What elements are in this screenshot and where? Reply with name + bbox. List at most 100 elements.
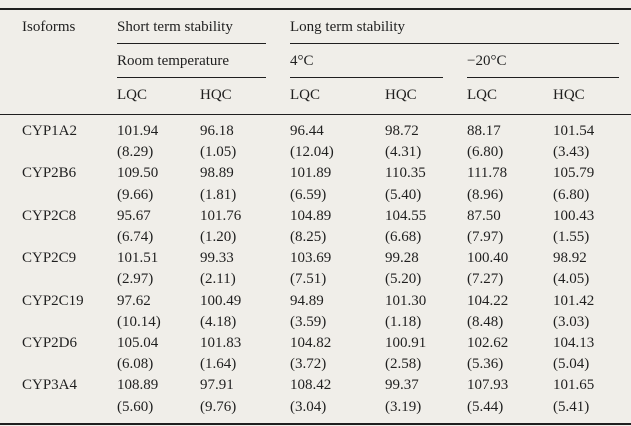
qc-header: LQC <box>467 78 554 115</box>
condition-header-4c-label: 4°C <box>290 44 444 78</box>
isoform-cell: CYP2C9 <box>22 250 77 267</box>
value-cell: 100.40 <box>467 250 509 267</box>
cv-cell: (8.29) <box>117 144 154 161</box>
cv-cell: (12.04) <box>290 144 334 161</box>
isoform-cell-empty <box>0 312 117 333</box>
table-row: CYP2C9 101.51 99.33 103.69 99.28 100.40 … <box>0 248 631 269</box>
stability-table: Isoforms Short term stability Long term … <box>0 8 631 425</box>
qc-header: HQC <box>553 78 631 115</box>
isoform-cell: CYP1A2 <box>22 123 78 139</box>
cv-cell: (6.59) <box>290 186 327 203</box>
cv-cell: (5.44) <box>467 398 504 415</box>
cv-cell: (2.97) <box>117 271 154 288</box>
value-cell: 98.89 <box>200 165 234 182</box>
value-cell: 96.18 <box>200 123 234 139</box>
value-cell: 87.50 <box>467 207 501 224</box>
value-cell: 104.89 <box>290 207 332 224</box>
qc-header: LQC <box>117 78 200 115</box>
cv-cell: (5.60) <box>117 398 154 415</box>
condition-header-minus-20c: −20°C <box>467 44 631 78</box>
value-cell: 101.94 <box>117 123 159 139</box>
cv-cell: (5.40) <box>385 186 422 203</box>
cv-cell: (4.18) <box>200 313 237 330</box>
cv-cell: (7.27) <box>467 271 504 288</box>
table-row: CYP2C19 97.62 100.49 94.89 101.30 104.22… <box>0 291 631 312</box>
table-row-cv: (6.74) (1.20) (8.25) (6.68) (7.97) (1.55… <box>0 227 631 248</box>
cv-cell: (1.20) <box>200 229 237 246</box>
cv-cell: (1.18) <box>385 313 422 330</box>
cv-cell: (2.58) <box>385 356 422 373</box>
cv-cell: (5.20) <box>385 271 422 288</box>
value-cell: 104.82 <box>290 335 332 352</box>
cv-cell: (5.04) <box>553 356 590 373</box>
group-header-long-term-label: Long term stability <box>290 10 620 44</box>
cv-cell: (3.19) <box>385 398 422 415</box>
condition-header-room-temperature-label: Room temperature <box>117 44 267 78</box>
value-cell: 101.83 <box>200 335 242 352</box>
table-row-cv: (10.14) (4.18) (3.59) (1.18) (8.48) (3.0… <box>0 312 631 333</box>
cv-cell: (6.68) <box>385 229 422 246</box>
value-cell: 108.89 <box>117 377 159 394</box>
table-row-cv: (6.08) (1.64) (3.72) (2.58) (5.36) (5.04… <box>0 354 631 375</box>
cv-cell: (2.11) <box>200 271 236 288</box>
qc-header: LQC <box>290 78 386 115</box>
table-body: CYP1A2 101.94 96.18 96.44 98.72 88.17 10… <box>0 115 631 424</box>
cv-cell: (1.55) <box>553 229 590 246</box>
table-row-cv: (5.60) (9.76) (3.04) (3.19) (5.44) (5.41… <box>0 397 631 424</box>
cv-cell: (8.96) <box>467 186 504 203</box>
table-row-cv: (8.29) (1.05) (12.04) (4.31) (6.80) (3.4… <box>0 142 631 163</box>
value-cell: 100.43 <box>553 207 595 224</box>
cv-cell: (1.81) <box>200 186 237 203</box>
condition-header-4c: 4°C <box>290 44 467 78</box>
isoform-cell-empty <box>0 185 117 206</box>
isoform-cell-empty <box>0 142 117 163</box>
isoform-cell: CYP3A4 <box>22 377 78 394</box>
header-row-groups: Isoforms Short term stability Long term … <box>0 9 631 115</box>
cv-cell: (3.03) <box>553 313 590 330</box>
cv-cell: (10.14) <box>117 313 161 330</box>
header-row-conditions: Room temperature 4°C −20°C <box>0 44 631 78</box>
group-header-short-term: Short term stability <box>117 9 290 44</box>
value-cell: 97.62 <box>117 292 151 309</box>
group-header-long-term: Long term stability <box>290 9 631 44</box>
value-cell: 100.49 <box>200 292 242 309</box>
group-header-short-term-label: Short term stability <box>117 10 267 44</box>
value-cell: 94.89 <box>290 292 324 309</box>
value-cell: 104.55 <box>385 207 427 224</box>
cv-cell: (3.43) <box>553 144 590 161</box>
value-cell: 111.78 <box>467 165 508 182</box>
value-cell: 100.91 <box>385 335 427 352</box>
isoform-cell-empty <box>0 354 117 375</box>
cv-cell: (1.05) <box>200 144 237 161</box>
table-row: CYP2B6 109.50 98.89 101.89 110.35 111.78… <box>0 163 631 184</box>
cv-cell: (4.05) <box>553 271 590 288</box>
cv-cell: (1.64) <box>200 356 237 373</box>
table-row: CYP1A2 101.94 96.18 96.44 98.72 88.17 10… <box>0 115 631 143</box>
cv-cell: (9.76) <box>200 398 237 415</box>
value-cell: 98.72 <box>385 123 419 139</box>
cv-cell: (5.41) <box>553 398 590 415</box>
cv-cell: (5.36) <box>467 356 504 373</box>
header-row-qc: LQC HQC LQC HQC LQC HQC <box>0 78 631 115</box>
isoform-cell: CYP2C19 <box>22 292 84 309</box>
cv-cell: (3.72) <box>290 356 327 373</box>
cv-cell: (4.31) <box>385 144 422 161</box>
value-cell: 101.51 <box>117 250 159 267</box>
value-cell: 95.67 <box>117 207 151 224</box>
value-cell: 108.42 <box>290 377 332 394</box>
cv-cell: (8.48) <box>467 313 504 330</box>
value-cell: 102.62 <box>467 335 509 352</box>
qc-header: HQC <box>200 78 291 115</box>
table-row: CYP3A4 108.89 97.91 108.42 99.37 107.93 … <box>0 375 631 396</box>
table-row: CYP2C8 95.67 101.76 104.89 104.55 87.50 … <box>0 206 631 227</box>
isoform-cell: CYP2D6 <box>22 335 78 352</box>
cv-cell: (8.25) <box>290 229 327 246</box>
value-cell: 103.69 <box>290 250 332 267</box>
value-cell: 96.44 <box>290 123 324 139</box>
cv-cell: (3.59) <box>290 313 327 330</box>
table-row-cv: (2.97) (2.11) (7.51) (5.20) (7.27) (4.05… <box>0 269 631 290</box>
cv-cell: (6.74) <box>117 229 154 246</box>
value-cell: 107.93 <box>467 377 509 394</box>
table-row: CYP2D6 105.04 101.83 104.82 100.91 102.6… <box>0 333 631 354</box>
cv-cell: (7.97) <box>467 229 504 246</box>
